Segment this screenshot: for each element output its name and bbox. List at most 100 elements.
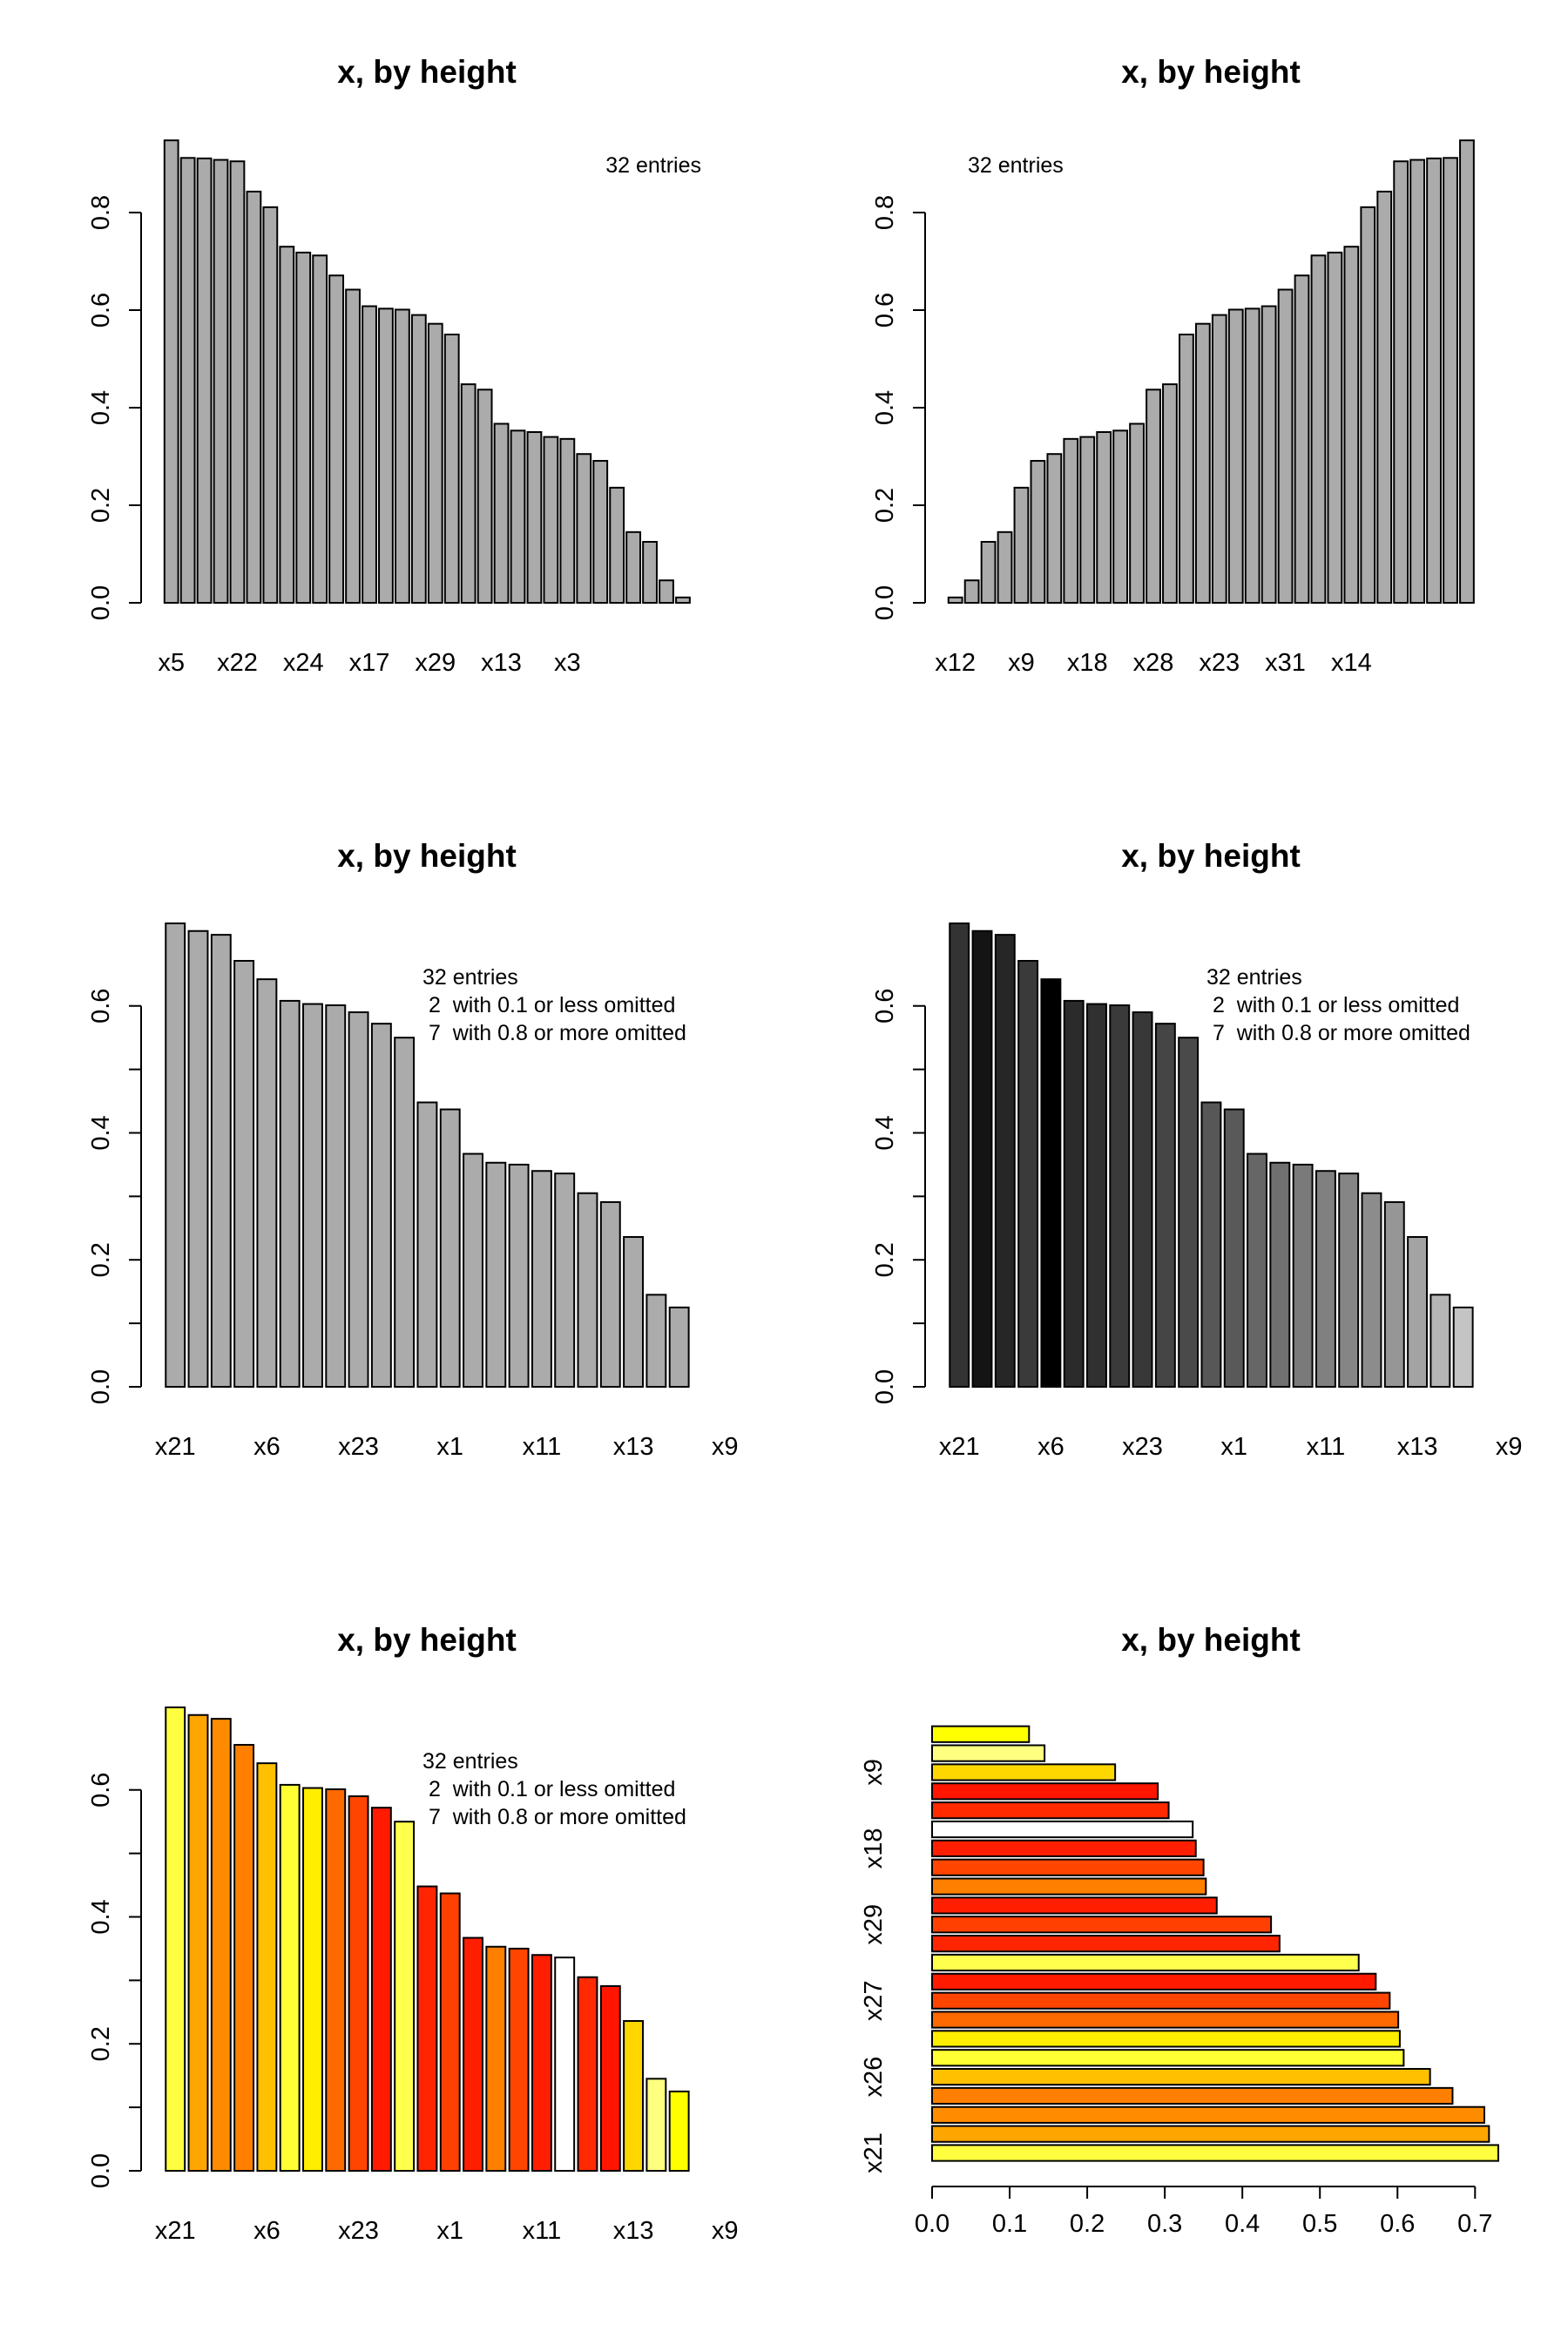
y-tick-label: 0.0 <box>871 585 899 620</box>
chart-panel-2: x, by height 0.0 0.2 0.4 0.6 0.8 x12 x9 x18 x28 x… <box>871 54 1475 677</box>
chart-panel-1: x, by height 0.0 0.2 0.4 0.6 0.8 x5 x22 x24 x17 x… <box>87 54 701 677</box>
bar <box>659 579 674 604</box>
bar <box>668 2090 690 2172</box>
bar <box>262 206 279 604</box>
bar <box>931 1896 1218 1915</box>
x-category-label: x5 <box>158 649 185 677</box>
chart-panel-3: x, by height 0.0 0.2 0.4 0.6 x21 x6 x23 x1 x11 x1… <box>87 838 739 1461</box>
bar <box>163 139 179 604</box>
bar <box>531 1170 552 1388</box>
chart-title: x, by height <box>337 1622 517 1658</box>
bar <box>187 1713 209 2172</box>
x-category-label: x23 <box>338 1433 379 1461</box>
bar <box>623 2020 645 2173</box>
y-tick-label: 0.6 <box>871 989 899 1024</box>
x-category-label: x11 <box>523 2217 562 2245</box>
bar <box>233 1744 255 2172</box>
note-text: 32 entries <box>1206 965 1302 990</box>
bar <box>931 1935 1281 1953</box>
bar <box>1013 486 1030 605</box>
x-category-label: x11 <box>1307 1433 1346 1461</box>
bar <box>439 1108 461 1389</box>
x-category-label: x9 <box>1008 649 1035 677</box>
bar <box>1376 190 1393 604</box>
x-tick-label: 0.3 <box>1147 2210 1182 2238</box>
bar <box>642 541 658 604</box>
bar <box>931 2049 1405 2067</box>
bar <box>416 1885 438 2172</box>
bar <box>931 1744 1046 1762</box>
x-category-label: x13 <box>613 2217 654 2245</box>
bar <box>312 254 328 604</box>
x-category-label: x9 <box>712 2217 739 2245</box>
chart-title: x, by height <box>1121 54 1301 90</box>
bar <box>931 2068 1431 2086</box>
x-category-label: x17 <box>349 649 390 677</box>
y-tick-label: 0.2 <box>87 2026 115 2061</box>
bar <box>931 1972 1377 1990</box>
y-tick-label: 0.6 <box>871 293 899 328</box>
bar <box>931 1763 1117 1781</box>
bar <box>210 934 232 1388</box>
bar <box>531 1954 552 2172</box>
bar <box>295 251 312 604</box>
bar <box>1409 159 1426 605</box>
bar <box>325 1004 347 1388</box>
bar <box>947 596 963 605</box>
bar <box>1277 288 1294 604</box>
bar <box>427 322 443 604</box>
bar <box>1211 314 1227 604</box>
x-category-label: x24 <box>283 649 324 677</box>
bar <box>577 1192 598 1388</box>
bar <box>1063 999 1085 1389</box>
chart-title: x, by height <box>337 838 517 874</box>
bar <box>179 157 196 604</box>
x-tick-label: 0.4 <box>1225 2210 1260 2238</box>
bar <box>1459 139 1475 604</box>
bar <box>931 1725 1031 1743</box>
x-tick-label: 0.2 <box>1070 2210 1105 2238</box>
note-text: 32 entries <box>422 965 518 990</box>
bar <box>1129 422 1145 605</box>
note-text: 7 with 0.8 or more omitted <box>422 1021 686 1045</box>
bar <box>1132 1011 1153 1389</box>
y-tick-label: 0.0 <box>87 1369 115 1404</box>
bar <box>931 1877 1207 1896</box>
bar <box>279 999 301 1389</box>
bar <box>1030 460 1046 604</box>
bar <box>668 1306 690 1389</box>
bar <box>554 1957 576 2172</box>
y-category-label: x29 <box>860 1904 888 1945</box>
bar <box>370 1807 392 2172</box>
bar <box>1260 305 1277 604</box>
x-category-label: x9 <box>1496 1433 1523 1461</box>
bar <box>599 1200 621 1389</box>
bar <box>463 1152 483 1389</box>
y-category-label: x21 <box>860 2132 888 2173</box>
bar <box>1244 308 1260 604</box>
bar <box>675 596 691 605</box>
bar <box>302 1787 323 2173</box>
bar <box>949 923 970 1388</box>
bar <box>931 2125 1490 2143</box>
bar <box>1310 254 1327 604</box>
x-category-label: x18 <box>1067 649 1108 677</box>
x-tick-label: 0.7 <box>1457 2210 1492 2238</box>
bar <box>1360 206 1376 604</box>
x-category-label: x21 <box>155 2217 196 2245</box>
plot-area: 0.0 0.2 0.4 0.6 x21 x6 x23 x1 x11 x13 x9 32 entries… <box>87 923 739 1461</box>
y-tick-label: 0.0 <box>871 1369 899 1404</box>
y-tick-label: 0.6 <box>87 1773 115 1808</box>
bar <box>485 1945 507 2172</box>
bar <box>1426 157 1442 604</box>
bar <box>931 1820 1194 1839</box>
y-category-label: x18 <box>860 1828 888 1869</box>
bar <box>395 308 410 604</box>
bar <box>279 246 295 604</box>
bar <box>378 308 394 604</box>
x-category-label: x21 <box>939 1433 980 1461</box>
x-category-label: x11 <box>523 1433 562 1461</box>
bar <box>931 1953 1360 1972</box>
bar <box>246 190 262 604</box>
bar <box>325 1788 347 2172</box>
